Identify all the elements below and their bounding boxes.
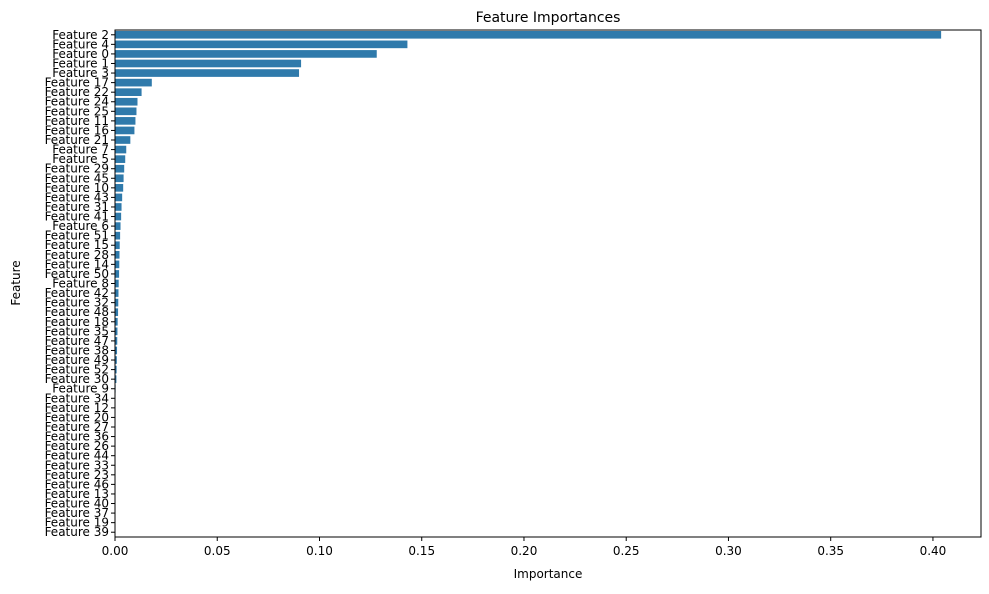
- x-tick-label: 0.40: [920, 544, 947, 558]
- bar-feature-8: [115, 280, 119, 288]
- x-tick-label: 0.20: [511, 544, 538, 558]
- bar-feature-7: [115, 146, 126, 154]
- x-tick-label: 0.05: [204, 544, 231, 558]
- chart-title: Feature Importances: [476, 10, 621, 26]
- bar-feature-3: [115, 69, 299, 77]
- bar-feature-31: [115, 203, 122, 211]
- bar-feature-25: [115, 107, 136, 115]
- bar-feature-6: [115, 222, 121, 230]
- bar-feature-24: [115, 98, 137, 106]
- x-axis-ticks: 0.00 0.05 0.10 0.15 0.20 0.25 0.30 0.35 0.40: [102, 537, 947, 558]
- x-tick-label: 0.30: [715, 544, 742, 558]
- y-axis-label: Feature: [9, 260, 23, 305]
- x-tick-label: 0.35: [817, 544, 844, 558]
- bar-feature-5: [115, 155, 125, 163]
- bar-feature-17: [115, 79, 152, 87]
- bar-feature-43: [115, 194, 122, 202]
- bar-feature-0: [115, 50, 377, 58]
- x-tick-label: 0.10: [306, 544, 333, 558]
- bar-feature-42: [115, 289, 118, 297]
- plot-frame: [115, 30, 981, 537]
- bar-feature-29: [115, 165, 124, 173]
- bar-feature-21: [115, 136, 130, 144]
- bar-feature-2: [115, 31, 941, 39]
- bars-group: [115, 31, 941, 527]
- x-tick-label: 0.25: [613, 544, 640, 558]
- bar-feature-51: [115, 232, 120, 240]
- x-tick-label: 0.15: [408, 544, 435, 558]
- bar-feature-4: [115, 41, 407, 49]
- bar-feature-28: [115, 251, 119, 259]
- bar-feature-1: [115, 60, 301, 68]
- y-tick-label: Feature 39: [45, 525, 109, 539]
- bar-feature-45: [115, 174, 124, 182]
- x-tick-label: 0.00: [102, 544, 129, 558]
- bar-feature-22: [115, 88, 142, 96]
- bar-feature-16: [115, 127, 134, 135]
- x-axis-label: Importance: [514, 567, 583, 581]
- bar-feature-10: [115, 184, 123, 192]
- bar-feature-11: [115, 117, 135, 125]
- bar-feature-15: [115, 241, 120, 249]
- bar-feature-14: [115, 261, 119, 269]
- bar-feature-50: [115, 270, 119, 278]
- bar-feature-41: [115, 213, 121, 221]
